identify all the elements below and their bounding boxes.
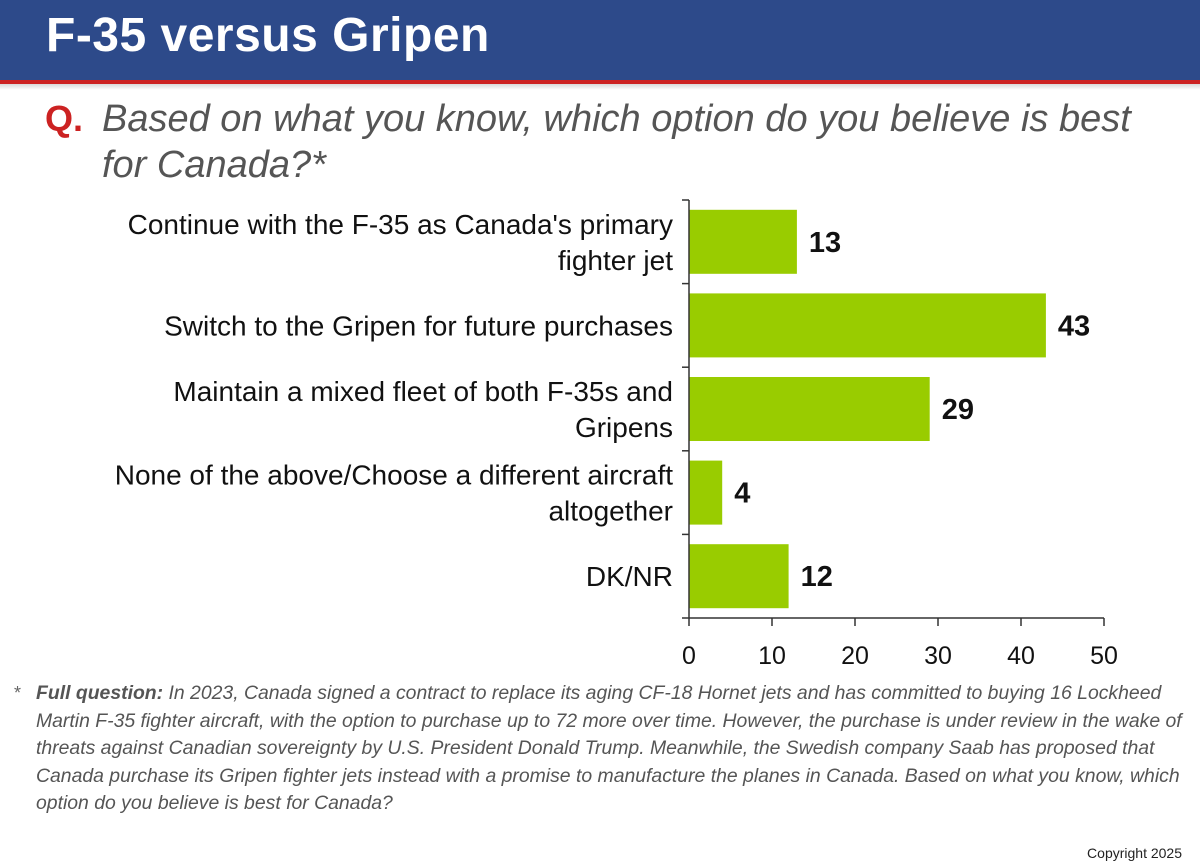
value-label: 4 — [734, 478, 750, 510]
question-marker: Q. — [45, 98, 84, 139]
page-title: F-35 versus Gripen — [46, 9, 490, 62]
bar — [689, 293, 1046, 358]
x-tick-label: 30 — [924, 642, 952, 670]
bar — [689, 377, 930, 441]
bar — [689, 460, 723, 525]
x-tick-label: 10 — [758, 642, 786, 670]
x-tick-label: 50 — [1090, 642, 1118, 670]
category-label: Switch to the Gripen for future purchase… — [164, 310, 673, 341]
x-tick-label: 0 — [682, 642, 696, 670]
category-label: Maintain a mixed fleet of both F-35s and — [173, 376, 673, 407]
value-label: 29 — [942, 394, 974, 426]
footnote-marker: * — [14, 683, 22, 703]
x-tick-label: 40 — [1007, 642, 1035, 670]
value-label: 13 — [809, 227, 841, 259]
value-label: 43 — [1058, 310, 1090, 342]
category-label: altogether — [548, 496, 673, 527]
value-label: 12 — [801, 561, 833, 593]
header-bar: F-35 versus Gripen — [0, 0, 1200, 84]
header-shadow — [0, 84, 1200, 90]
category-label: DK/NR — [586, 561, 673, 592]
category-label: Continue with the F-35 as Canada's prima… — [128, 209, 673, 240]
bar — [689, 544, 789, 609]
category-label: Gripens — [575, 412, 673, 443]
copyright-notice: Copyright 2025 — [1087, 845, 1182, 861]
bar — [689, 209, 797, 274]
x-tick-label: 20 — [841, 642, 869, 670]
footnote: Full question: In 2023, Canada signed a … — [36, 680, 1186, 818]
bar-chart: 13 Continue with the F-35 as Canada's pri… — [115, 199, 1118, 670]
footnote-label: Full question: — [36, 682, 164, 704]
footnote-text: In 2023, Canada signed a contract to rep… — [36, 682, 1182, 814]
question-text: Based on what you know, which option do … — [102, 98, 1131, 186]
category-label: None of the above/Choose a different air… — [115, 460, 673, 491]
category-label: fighter jet — [558, 245, 673, 276]
